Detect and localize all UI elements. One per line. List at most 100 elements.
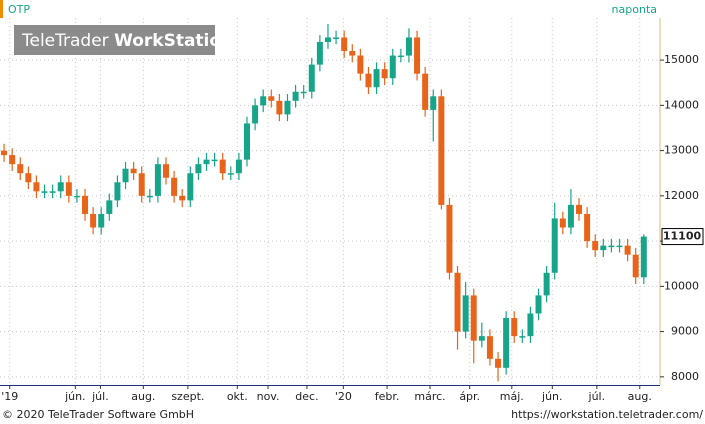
x-tick-label: '20 bbox=[335, 390, 352, 403]
x-tick-label: '19 bbox=[1, 390, 18, 403]
x-tick-label: júl. bbox=[91, 390, 109, 403]
candle-body bbox=[179, 195, 186, 201]
candle-body bbox=[584, 213, 591, 242]
candle-body bbox=[511, 318, 518, 337]
candle-body bbox=[316, 41, 323, 65]
y-tick-label: 9000 bbox=[671, 325, 699, 338]
candle-body bbox=[106, 200, 113, 214]
last-price-label: 11100 bbox=[663, 230, 702, 243]
interval: naponta bbox=[612, 3, 657, 16]
candle-body bbox=[260, 96, 267, 106]
candle-body bbox=[600, 245, 607, 251]
candle-body bbox=[17, 164, 24, 174]
candle-body bbox=[397, 55, 404, 58]
candle-body bbox=[163, 164, 170, 178]
candle-body bbox=[608, 245, 615, 248]
candle-body bbox=[41, 191, 48, 193]
x-tick-label: okt. bbox=[227, 390, 248, 403]
candle-body bbox=[73, 195, 80, 198]
footer-left: © 2020 TeleTrader Software GmbH bbox=[2, 408, 194, 421]
candle-body bbox=[82, 195, 89, 214]
candle-body bbox=[365, 73, 372, 88]
candle-body bbox=[640, 236, 647, 278]
candle-body bbox=[57, 182, 64, 192]
candle-body bbox=[122, 168, 129, 183]
x-tick-label: máj. bbox=[500, 390, 524, 403]
candle-body bbox=[503, 318, 510, 368]
candle-body bbox=[495, 358, 502, 368]
candle-body bbox=[381, 69, 388, 79]
marker bbox=[0, 0, 3, 18]
candle-body bbox=[300, 91, 307, 94]
candle-body bbox=[430, 96, 437, 110]
candle-body bbox=[49, 191, 56, 193]
x-tick-label: aug. bbox=[131, 390, 155, 403]
candle-body bbox=[543, 272, 550, 296]
candle-body bbox=[632, 254, 639, 278]
x-tick-label: febr. bbox=[375, 390, 400, 403]
candle-body bbox=[592, 241, 599, 251]
footer-right: https://workstation.teletrader.com/ bbox=[511, 408, 703, 421]
y-tick-label: 10000 bbox=[664, 279, 699, 292]
candle-body bbox=[243, 123, 250, 160]
x-tick-label: ápr. bbox=[459, 390, 480, 403]
candle-body bbox=[195, 164, 202, 174]
x-tick-label: jún. bbox=[64, 390, 86, 403]
candle-body bbox=[414, 37, 421, 74]
x-tick-label: júl. bbox=[588, 390, 606, 403]
candle-body bbox=[341, 37, 348, 52]
candle-body bbox=[227, 173, 234, 175]
x-tick-label: nov. bbox=[257, 390, 280, 403]
last-price-box bbox=[661, 228, 704, 246]
y-tick-label: 15000 bbox=[664, 53, 699, 66]
candle-body bbox=[405, 37, 412, 56]
candle-body bbox=[333, 37, 340, 39]
candle-body bbox=[219, 159, 226, 174]
candle-body bbox=[559, 218, 566, 228]
candle-body bbox=[25, 173, 32, 183]
x-tick-label: szept. bbox=[171, 390, 204, 403]
candle-body bbox=[616, 245, 623, 248]
candle-body bbox=[535, 295, 542, 314]
chart-title: OTP bbox=[8, 3, 30, 16]
candle-body bbox=[551, 218, 558, 273]
candle-body bbox=[65, 182, 72, 196]
x-tick-label: aug. bbox=[628, 390, 652, 403]
candle-body bbox=[211, 159, 218, 162]
candle-body bbox=[203, 159, 210, 165]
watermark: TeleTrader WorkStation bbox=[21, 31, 233, 51]
candle-body bbox=[98, 213, 105, 228]
candle-body bbox=[389, 55, 396, 79]
candle-body bbox=[33, 182, 40, 192]
candle-body bbox=[462, 295, 469, 332]
candle-body bbox=[252, 105, 259, 124]
candle-body bbox=[292, 91, 299, 101]
candle-body bbox=[9, 155, 16, 165]
candle-body bbox=[276, 100, 283, 115]
candle-body bbox=[154, 164, 161, 196]
candle-body bbox=[486, 336, 493, 359]
x-tick-label: márc. bbox=[414, 390, 445, 403]
candle-body bbox=[519, 336, 526, 338]
candle-body bbox=[268, 96, 275, 101]
candle-body bbox=[146, 195, 153, 198]
candle-body bbox=[130, 168, 137, 174]
candle-body bbox=[567, 204, 574, 228]
candle-body bbox=[576, 204, 583, 214]
candle-body bbox=[1, 150, 8, 156]
candle-body bbox=[308, 64, 315, 92]
y-tick-label: 8000 bbox=[671, 370, 699, 383]
candle-body bbox=[422, 73, 429, 110]
candle-body bbox=[454, 272, 461, 332]
candle-body bbox=[624, 245, 631, 255]
candle-body bbox=[357, 55, 364, 74]
candle-body bbox=[114, 182, 121, 201]
candle-body bbox=[446, 204, 453, 273]
y-tick-label: 14000 bbox=[664, 98, 699, 111]
candle-body bbox=[438, 96, 445, 205]
candle-body bbox=[171, 177, 178, 196]
watermark-box bbox=[14, 25, 215, 55]
candle-body bbox=[138, 173, 145, 196]
